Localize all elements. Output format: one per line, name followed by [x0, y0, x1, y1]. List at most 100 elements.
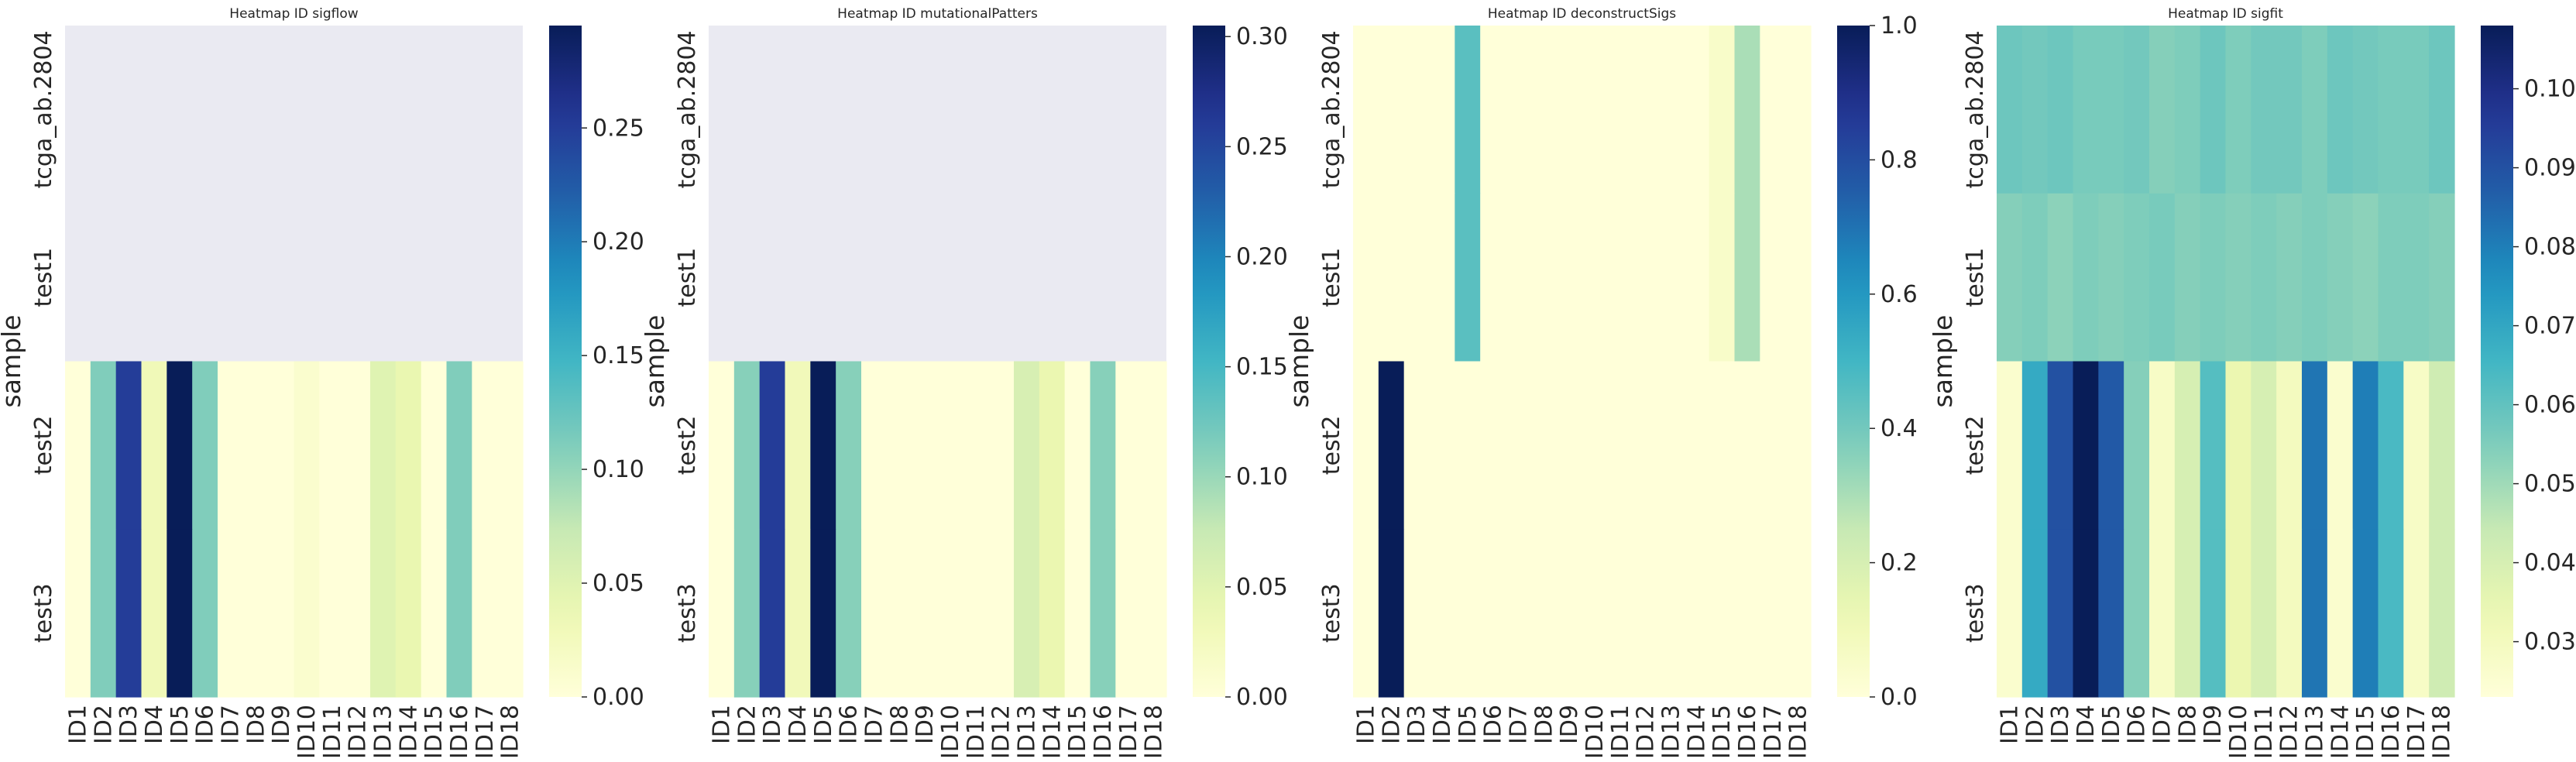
heatmap-cell — [2225, 193, 2251, 362]
heatmap-cell — [1455, 193, 1481, 362]
heatmap-cell — [2276, 529, 2303, 698]
heatmap-cell — [1506, 193, 1532, 362]
column-tick-label: ID16 — [1090, 705, 1117, 759]
heatmap-cell — [1633, 193, 1659, 362]
heatmap-cell — [2276, 193, 2303, 362]
heatmap-cell — [2021, 529, 2049, 698]
heatmap-cell — [2352, 193, 2379, 362]
column-tick-label: ID3 — [1403, 705, 1431, 744]
colorbar-tick-label: 0.03 — [2524, 629, 2576, 656]
heatmap-cell — [472, 529, 498, 698]
column-tick-label: ID16 — [1734, 705, 1761, 759]
row-tick-label: tcga_ab.2804 — [674, 30, 701, 188]
heatmap-cell — [1353, 361, 1379, 530]
heatmap-cell — [1785, 26, 1812, 194]
heatmap-cell — [2225, 529, 2251, 698]
column-tick-label: ID7 — [860, 705, 888, 744]
heatmap-cell — [1683, 26, 1710, 194]
column-tick-label: ID18 — [1785, 705, 1812, 759]
heatmap-panel-2: Heatmap ID mutationalPatters sample tcga_a… — [640, 6, 1288, 759]
heatmap-cell — [2378, 529, 2404, 698]
heatmap-cell — [1353, 26, 1379, 194]
heatmap-cell — [1115, 361, 1142, 530]
colorbar-tick-label: 0.4 — [1880, 415, 1918, 442]
heatmap-cell — [1607, 529, 1633, 698]
column-tick-label: ID1 — [708, 705, 735, 744]
column-tick-label: ID18 — [497, 705, 524, 759]
colorbar-tick-label: 0.06 — [2524, 392, 2576, 419]
column-tick-label: ID4 — [1429, 705, 1456, 744]
heatmap-cell — [192, 529, 218, 698]
column-tick-label: ID6 — [2124, 705, 2151, 744]
heatmap-cell — [963, 529, 989, 698]
column-tick-label: ID4 — [2073, 705, 2100, 744]
column-tick-label: ID9 — [2200, 705, 2227, 744]
heatmap-cell — [2302, 26, 2328, 194]
heatmap-cell — [1709, 529, 1736, 698]
heatmap-cell — [1683, 529, 1710, 698]
heatmap-cell — [1633, 529, 1659, 698]
heatmap-cell — [1090, 361, 1116, 530]
heatmap-cell — [1403, 26, 1431, 194]
colorbar-tick-label: 0.15 — [592, 342, 644, 369]
heatmap-cell — [2073, 193, 2099, 362]
heatmap-cell — [1064, 361, 1091, 530]
heatmap-cell — [1607, 26, 1633, 194]
y-axis-label: sample — [1928, 315, 1958, 408]
heatmap-cell — [759, 361, 786, 530]
heatmap-cell — [785, 361, 811, 530]
row-tick-label: test3 — [1962, 583, 1989, 643]
column-tick-label: ID17 — [472, 705, 499, 759]
column-tick-label: ID8 — [886, 705, 913, 744]
heatmap-cell — [192, 361, 218, 530]
colorbar — [1193, 26, 1225, 697]
heatmap-cell — [294, 529, 320, 698]
heatmap-cell — [1530, 529, 1558, 698]
y-axis-label: sample — [640, 315, 670, 408]
heatmap-cell — [1530, 193, 1558, 362]
column-tick-label: ID17 — [1760, 705, 1787, 759]
heatmap-cell — [886, 361, 913, 530]
y-axis-label: sample — [0, 315, 26, 408]
row-tick-label: tcga_ab.2804 — [1962, 30, 1989, 188]
colorbar-tick-label: 0.20 — [1236, 243, 1288, 270]
column-tick-label: ID10 — [1582, 705, 1609, 759]
heatmap-cell — [2251, 193, 2277, 362]
heatmap-cell — [2403, 26, 2430, 194]
heatmap-cell — [1378, 361, 1405, 530]
heatmap-cell — [1530, 361, 1558, 530]
row-tick-label: test3 — [1318, 583, 1345, 643]
heatmap-cell — [497, 361, 524, 530]
heatmap-cell — [319, 361, 345, 530]
heatmap-cell — [2302, 529, 2328, 698]
heatmap-cell — [988, 361, 1015, 530]
heatmap-cell — [167, 529, 193, 698]
column-tick-label: ID17 — [2403, 705, 2430, 759]
heatmap-cell — [2352, 529, 2379, 698]
column-tick-label: ID13 — [369, 705, 397, 759]
colorbar-tick-label: 0.10 — [592, 456, 644, 483]
heatmap-cell — [395, 529, 422, 698]
row-tick-label: test3 — [30, 583, 57, 643]
heatmap-cell — [861, 361, 888, 530]
heatmap-cell — [2403, 529, 2430, 698]
heatmap-cell — [1785, 529, 1812, 698]
heatmap-cell — [218, 361, 244, 530]
heatmap-cell — [785, 529, 811, 698]
chart-title: Heatmap ID sigfit — [2168, 6, 2283, 22]
heatmap-cell — [2021, 26, 2049, 194]
column-tick-label: ID9 — [912, 705, 939, 744]
heatmap-cell — [1556, 193, 1583, 362]
heatmap-cell — [2200, 26, 2227, 194]
heatmap-cell — [988, 529, 1015, 698]
column-tick-label: ID14 — [1683, 705, 1710, 759]
column-tick-label: ID6 — [1480, 705, 1507, 744]
heatmap-cell — [1039, 361, 1066, 530]
column-tick-label: ID8 — [242, 705, 270, 744]
heatmap-cell — [2429, 361, 2455, 530]
column-tick-label: ID15 — [421, 705, 448, 759]
column-tick-label: ID12 — [988, 705, 1015, 759]
colorbar-tick-label: 0.05 — [2524, 471, 2576, 498]
heatmap-cell — [370, 529, 397, 698]
heatmap-cell — [65, 529, 91, 698]
